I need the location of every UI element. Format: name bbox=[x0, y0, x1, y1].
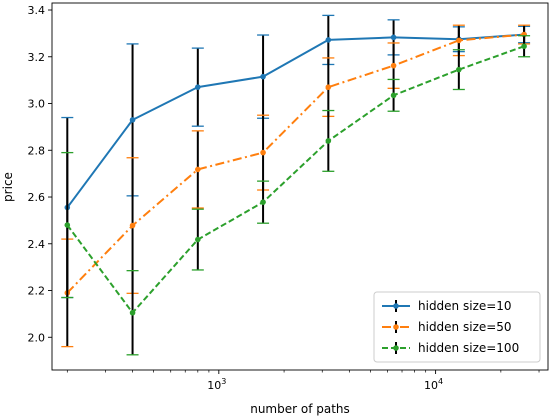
data-point bbox=[260, 73, 266, 80]
legend-label: hidden size=100 bbox=[418, 341, 519, 355]
data-point bbox=[390, 62, 397, 69]
legend-entry-3: hidden size=100 bbox=[382, 341, 519, 355]
data-point bbox=[456, 66, 462, 73]
y-tick-label: 2.8 bbox=[28, 144, 46, 157]
data-point bbox=[456, 37, 462, 44]
data-point bbox=[260, 149, 266, 156]
data-point bbox=[129, 222, 136, 229]
y-tick-label: 3.4 bbox=[28, 4, 46, 17]
y-tick-label: 3.2 bbox=[28, 51, 46, 64]
legend-label: hidden size=50 bbox=[418, 320, 512, 334]
legend-box bbox=[373, 291, 541, 363]
data-point bbox=[195, 166, 201, 173]
legend-entry-1: hidden size=10 bbox=[382, 299, 512, 313]
y-tick-label: 2.0 bbox=[28, 331, 46, 344]
x-axis-label: number of paths bbox=[250, 402, 350, 416]
data-point bbox=[521, 43, 527, 50]
legend-marker bbox=[393, 324, 399, 330]
data-point bbox=[390, 92, 397, 99]
plot-frame bbox=[51, 2, 549, 371]
y-tick-label: 2.6 bbox=[28, 191, 46, 204]
data-point bbox=[129, 309, 136, 316]
data-point bbox=[325, 84, 332, 90]
legend-marker bbox=[393, 303, 399, 309]
data-point bbox=[129, 117, 136, 123]
data-point bbox=[390, 34, 397, 41]
legend-entry-2: hidden size=50 bbox=[382, 320, 512, 334]
series-line bbox=[66, 33, 525, 209]
data-point bbox=[325, 138, 332, 144]
legend: hidden size=10 hidden size=50 hidden size=… bbox=[373, 291, 541, 363]
data-point bbox=[195, 236, 201, 243]
data-point bbox=[195, 84, 201, 90]
y-tick-label: 2.2 bbox=[28, 285, 46, 298]
series-line bbox=[66, 45, 525, 314]
data-point bbox=[260, 199, 266, 205]
y-tick-label: 3.0 bbox=[28, 98, 46, 111]
series-line bbox=[66, 33, 525, 294]
y-tick-label: 2.4 bbox=[28, 238, 46, 251]
data-point bbox=[64, 222, 71, 228]
y-axis-label: price bbox=[1, 172, 15, 202]
plot-area bbox=[61, 14, 531, 356]
legend-label: hidden size=10 bbox=[418, 299, 512, 313]
series-3 bbox=[61, 35, 531, 356]
data-point bbox=[325, 37, 332, 43]
legend-marker bbox=[393, 345, 399, 351]
